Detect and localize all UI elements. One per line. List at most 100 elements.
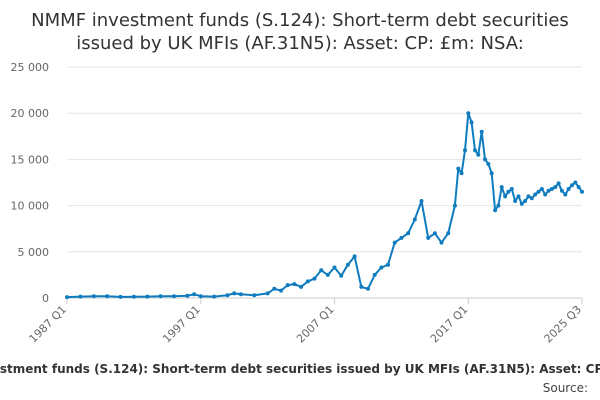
data-point	[563, 192, 568, 197]
data-point	[543, 192, 548, 197]
data-point	[339, 273, 344, 278]
x-tick-label: 2017 Q1	[428, 303, 471, 346]
data-point	[392, 240, 397, 245]
data-point	[386, 262, 390, 267]
data-point	[359, 284, 364, 289]
series-line-group	[65, 111, 584, 300]
x-tick-label: 2025 Q3	[542, 303, 585, 346]
data-point	[479, 129, 484, 134]
data-point	[533, 192, 538, 197]
data-point	[118, 294, 123, 299]
data-point	[539, 187, 544, 191]
data-point	[172, 294, 176, 299]
y-tick-label: 20 000	[11, 107, 50, 120]
data-point	[379, 265, 384, 270]
data-point	[131, 294, 136, 299]
data-point	[412, 217, 417, 222]
data-point	[483, 157, 487, 162]
data-point	[556, 181, 561, 186]
chart-title: NMMF investment funds (S.124): Short-ter…	[31, 10, 569, 54]
footer-title: NMMF investment funds (S.124): Short-ter…	[0, 362, 600, 376]
chart-title-line-2: issued by UK MFIs (AF.31N5): Asset: CP: …	[76, 33, 524, 54]
data-point	[459, 171, 464, 176]
data-point	[185, 293, 190, 298]
data-point	[493, 208, 498, 213]
data-point	[212, 294, 217, 299]
data-point	[312, 276, 317, 281]
data-point	[325, 272, 330, 277]
data-point	[145, 294, 150, 299]
data-point	[319, 268, 324, 273]
data-point	[559, 188, 564, 193]
data-point	[439, 240, 444, 245]
data-point	[91, 294, 96, 299]
data-point	[573, 180, 578, 185]
data-point	[463, 148, 467, 153]
data-point	[105, 294, 110, 299]
x-tick-label: 2007 Q1	[294, 303, 337, 346]
data-point	[513, 199, 518, 203]
data-point	[419, 199, 424, 203]
data-point	[305, 279, 310, 284]
data-point	[399, 235, 404, 240]
data-point	[232, 291, 237, 296]
data-point	[366, 286, 370, 291]
data-point	[496, 203, 501, 208]
data-point	[553, 185, 558, 190]
data-point	[65, 295, 69, 300]
data-point	[452, 203, 457, 208]
data-point	[476, 152, 481, 157]
data-point	[332, 265, 337, 270]
data-point	[486, 162, 491, 166]
x-axis: 1987 Q1 1997 Q1 2007 Q1 2017 Q1 2025 Q3	[27, 297, 585, 346]
chart-title-line-1: NMMF investment funds (S.124): Short-ter…	[31, 10, 569, 31]
y-tick-label: 10 000	[11, 200, 50, 213]
y-tick-label: 15 000	[11, 153, 50, 166]
data-point	[576, 185, 581, 190]
data-point	[192, 292, 197, 297]
data-point	[516, 194, 521, 199]
data-point	[265, 291, 270, 296]
data-point	[503, 194, 508, 199]
data-point	[526, 194, 531, 199]
data-point	[499, 185, 504, 190]
data-point	[158, 294, 163, 299]
data-point	[509, 187, 514, 191]
data-point	[523, 199, 528, 203]
data-point	[292, 282, 297, 287]
data-point	[272, 286, 277, 291]
data-point	[285, 283, 290, 288]
data-point	[78, 294, 83, 299]
data-point	[466, 111, 471, 116]
y-tick-label: 5 000	[18, 246, 50, 259]
y-tick-label: 0	[42, 292, 49, 305]
data-point	[446, 231, 451, 236]
data-point	[469, 120, 474, 125]
data-point	[279, 288, 283, 293]
data-point	[566, 187, 571, 191]
data-point	[352, 254, 357, 259]
data-point	[456, 166, 461, 171]
data-point	[506, 189, 511, 194]
data-point	[570, 183, 574, 188]
data-point	[536, 189, 541, 194]
data-point	[406, 231, 411, 236]
data-point	[225, 293, 230, 298]
gridlines	[67, 66, 582, 253]
data-point	[519, 201, 524, 206]
data-point	[372, 272, 377, 277]
x-tick-label: 1997 Q1	[160, 303, 203, 346]
data-point	[580, 189, 584, 194]
data-point	[238, 292, 243, 297]
data-point	[426, 235, 431, 240]
data-point	[432, 231, 437, 236]
data-point	[549, 187, 554, 191]
x-tick-label: 1987 Q1	[27, 303, 70, 346]
data-point	[489, 171, 494, 176]
data-point	[198, 294, 203, 299]
data-point	[473, 148, 477, 153]
y-axis: 0 5 000 10 000 15 000 20 000 25 000	[11, 61, 50, 305]
data-point	[546, 188, 551, 193]
data-point	[345, 262, 350, 267]
